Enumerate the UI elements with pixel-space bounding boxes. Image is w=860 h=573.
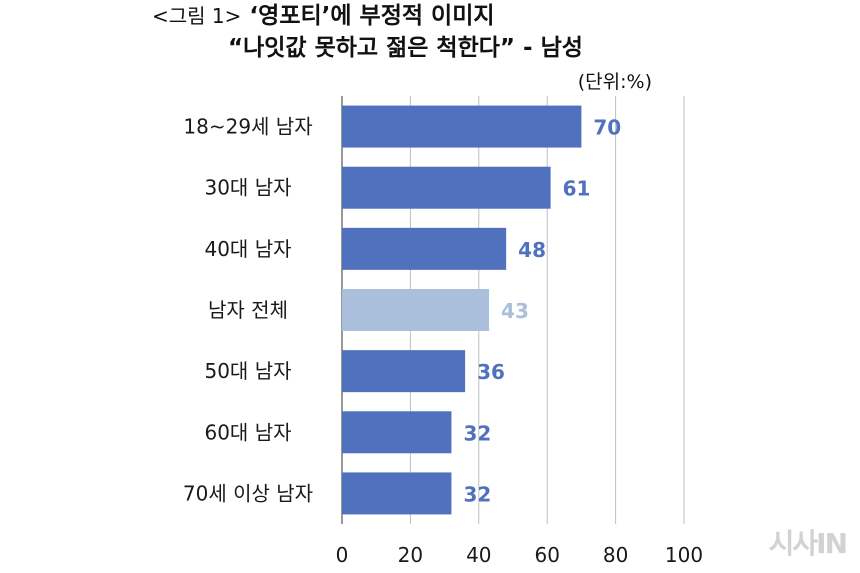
figure-number: <그림 1> [152,4,242,28]
chart-bars [342,105,582,515]
x-tick-label: 100 [665,543,703,567]
chart-value-labels: 70 61 48 43 36 32 32 [463,116,621,507]
value-label: 43 [501,299,529,323]
category-label: 30대 남자 [204,176,291,200]
unit-label: (단위:%) [577,71,652,93]
bar [342,350,466,393]
publisher-logo: 시사IN [768,527,848,560]
chart-title-line-1: <그림 1> ‘영포티’에 부정적 이미지 [152,2,495,30]
bar [342,166,551,209]
value-label: 48 [518,238,546,262]
value-label: 32 [463,482,491,506]
bar [342,472,452,515]
x-tick-label: 80 [603,543,628,567]
chart-x-axis: 0 20 40 60 80 100 [336,543,703,567]
bar [342,227,507,270]
category-label: 18~29세 남자 [183,115,312,139]
category-label: 60대 남자 [204,420,291,444]
value-label: 61 [563,177,591,201]
category-label: 50대 남자 [204,359,291,383]
value-label: 70 [593,116,621,140]
x-tick-label: 0 [336,543,349,567]
bar [342,105,582,148]
value-label: 32 [463,421,491,445]
category-label: 70세 이상 남자 [183,481,313,505]
category-label: 40대 남자 [204,237,291,261]
x-tick-label: 40 [466,543,491,567]
bar [342,411,452,454]
chart-title-line-2: “나잇값 못하고 젊은 척한다” - 남성 [228,35,583,61]
category-label: 남자 전체 [208,298,288,322]
x-tick-label: 60 [534,543,559,567]
value-label: 36 [477,360,505,384]
x-tick-label: 20 [398,543,423,567]
bar [342,289,490,331]
chart-title-main: ‘영포티’에 부정적 이미지 [249,3,495,29]
